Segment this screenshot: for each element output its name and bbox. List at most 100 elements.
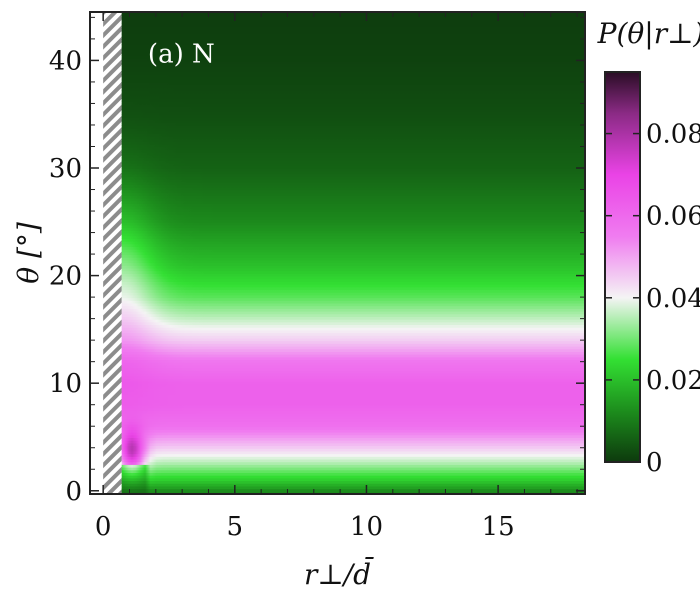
heatmap-row xyxy=(121,353,585,358)
heatmap-row xyxy=(121,119,585,124)
colorbar-tick-label: 0.04 xyxy=(646,284,700,314)
x-axis-label: r⊥/d̄ xyxy=(304,556,375,591)
heatmap-row xyxy=(121,216,585,221)
heatmap-row xyxy=(121,305,585,309)
heatmap-row xyxy=(121,450,585,455)
heatmap-row xyxy=(121,326,585,331)
heatmap-row xyxy=(121,192,585,196)
heatmap-row xyxy=(121,211,585,215)
heatmap-row xyxy=(121,278,585,283)
x-tick-label: 0 xyxy=(95,512,112,542)
heatmap-row xyxy=(121,364,585,369)
colorbar-tick-label: 0.02 xyxy=(646,366,700,396)
heatmap-row xyxy=(121,76,585,81)
heatmap-row xyxy=(121,125,585,129)
heatmap-row xyxy=(121,466,585,471)
heatmap-row xyxy=(121,30,585,35)
heatmap-row xyxy=(121,143,585,148)
heatmap-row xyxy=(121,359,585,363)
panel-label: (a) N xyxy=(148,40,215,70)
y-tick-label: 20 xyxy=(49,262,82,292)
heatmap-row xyxy=(121,189,585,194)
heatmap-row xyxy=(121,108,585,113)
heatmap-row xyxy=(121,310,585,315)
heatmap-row xyxy=(121,391,585,395)
heatmap-row xyxy=(121,289,585,293)
heatmap-row xyxy=(121,151,585,156)
heatmap-row xyxy=(121,254,585,258)
heatmap-row xyxy=(121,181,585,186)
heatmap-row xyxy=(121,485,585,490)
heatmap-row xyxy=(121,127,585,132)
x-tick-label: 5 xyxy=(227,512,244,542)
heatmap-row xyxy=(121,114,585,118)
heatmap-row xyxy=(121,264,585,269)
x-tick-label: 15 xyxy=(482,512,515,542)
heatmap-row xyxy=(121,219,585,223)
heatmap-row xyxy=(121,337,585,342)
heatmap-row xyxy=(121,71,585,75)
heatmap-row xyxy=(121,275,585,280)
heatmap-row xyxy=(121,176,585,180)
x-tick-label: 10 xyxy=(350,512,383,542)
heatmap-row xyxy=(121,426,585,430)
heatmap-row xyxy=(121,224,585,229)
heatmap-row xyxy=(121,315,585,320)
y-axis-label: θ [°] xyxy=(12,222,45,284)
heatmap-row xyxy=(121,372,585,377)
heatmap-row xyxy=(121,235,585,239)
heatmap-row xyxy=(121,321,585,326)
heatmap-row xyxy=(121,404,585,409)
x-axis: 0 5 10 15 xyxy=(95,12,578,542)
heatmap-row xyxy=(121,482,585,487)
heatmap-row xyxy=(121,200,585,205)
heatmap-row xyxy=(121,68,585,73)
heatmap-row xyxy=(121,402,585,406)
heatmap-row xyxy=(121,87,585,92)
heatmap-row xyxy=(121,186,585,191)
heatmap-row xyxy=(121,356,585,361)
heatmap-row xyxy=(121,178,585,183)
heatmap-row xyxy=(121,453,585,457)
heatmap-row xyxy=(121,92,585,97)
heatmap-row xyxy=(121,283,585,288)
plot-frame xyxy=(89,11,586,495)
heatmap-row xyxy=(121,25,585,30)
heatmap-row xyxy=(121,154,585,159)
heatmap-row xyxy=(121,407,585,412)
heatmap-row xyxy=(121,90,585,94)
heatmap-row xyxy=(121,445,585,449)
heatmap-row xyxy=(121,106,585,110)
y-tick-label: 0 xyxy=(65,477,82,507)
heatmap-row xyxy=(121,281,585,285)
heatmap-row xyxy=(121,122,585,127)
heatmap-row xyxy=(121,267,585,272)
y-axis: 0 10 20 30 40 xyxy=(49,16,585,507)
heatmap-row xyxy=(121,205,585,210)
heatmap-row xyxy=(121,63,585,67)
heatmap-row xyxy=(121,57,585,62)
heatmap-row xyxy=(121,340,585,344)
colorbar xyxy=(605,72,640,462)
heatmap-row xyxy=(121,418,585,422)
heatmap-row xyxy=(121,367,585,371)
heatmap-row xyxy=(121,334,585,339)
colorbar-tick-label: 0 xyxy=(646,448,663,478)
heatmap-row xyxy=(121,412,585,417)
heatmap-row xyxy=(121,133,585,137)
heatmap-row xyxy=(121,79,585,83)
heatmap-row xyxy=(121,237,585,242)
heatmap-row xyxy=(121,208,585,213)
heatmap-row xyxy=(121,471,585,476)
heatmap-row xyxy=(121,396,585,401)
heatmap-row xyxy=(121,272,585,277)
heatmap-row xyxy=(121,383,585,387)
heatmap-row xyxy=(121,375,585,379)
heatmap-row xyxy=(121,251,585,256)
heatmap-row xyxy=(121,434,585,439)
heatmap-row xyxy=(121,98,585,102)
heatmap-row xyxy=(121,410,585,414)
heatmap-row xyxy=(121,165,585,170)
heatmap-row xyxy=(121,95,585,100)
heatmap-row xyxy=(121,420,585,425)
